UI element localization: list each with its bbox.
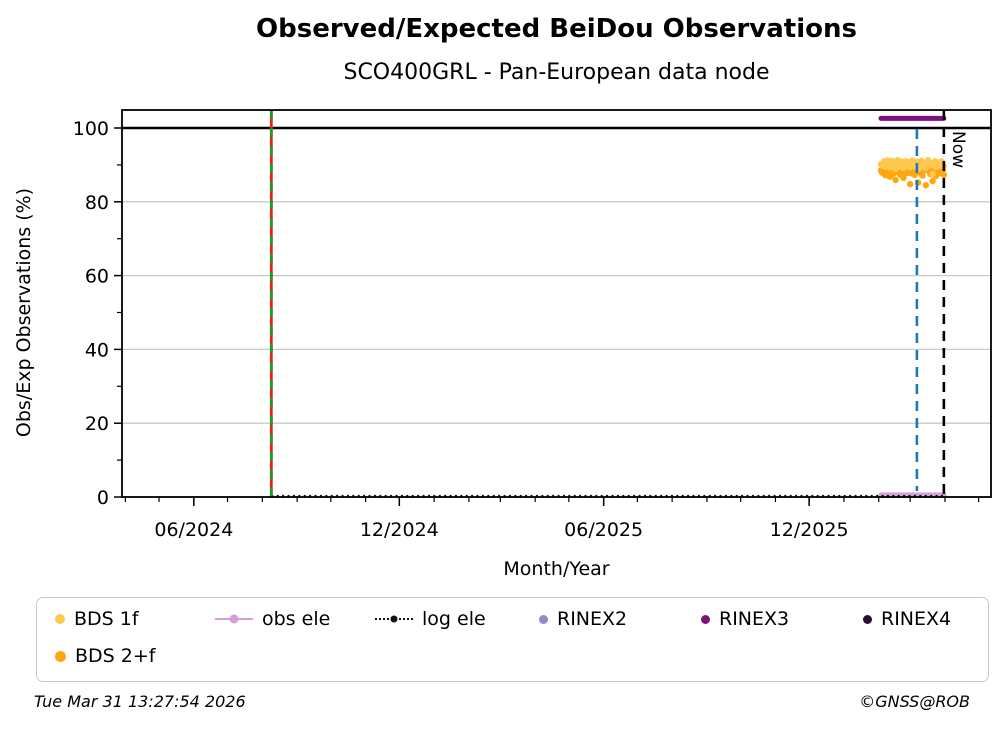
- plot-timestamp: Tue Mar 31 13:27:54 2026: [34, 692, 246, 711]
- x-tick-label: 12/2025: [770, 519, 849, 541]
- legend-label: RINEX3: [719, 608, 790, 630]
- legend-item-rinex3: RINEX3: [701, 608, 789, 630]
- y-axis-label: Obs/Exp Observations (%): [13, 188, 35, 437]
- chart-title: Observed/Expected BeiDou Observations: [256, 14, 857, 44]
- data-point-bds-2-f: [900, 174, 907, 182]
- now-label: Now: [948, 131, 968, 168]
- legend-label: log ele: [422, 608, 486, 630]
- y-tick-label: 40: [85, 339, 109, 361]
- copyright-notice: ©GNSS@ROB: [859, 692, 970, 711]
- bds-1f-marker-icon: [55, 614, 65, 624]
- x-tick-label: 06/2025: [564, 519, 643, 541]
- legend-item-rinex2: RINEX2: [539, 608, 627, 630]
- data-point-bds-2-f: [906, 180, 914, 188]
- x-tick-label: 12/2024: [360, 519, 439, 541]
- chart-subtitle: SCO400GRL - Pan-European data node: [343, 60, 770, 85]
- data-point-bds-2-f: [919, 172, 926, 179]
- rinex2-marker-icon: [539, 614, 548, 624]
- bds-2f-marker-icon: [55, 650, 66, 662]
- data-point-bds-2-f: [940, 171, 948, 179]
- legend-item-rinex4: RINEX4: [863, 608, 951, 630]
- legend-item-bds-1f: BDS 1f: [55, 608, 139, 630]
- obs-ele-marker-icon: [215, 614, 253, 624]
- log-ele-marker-icon: [375, 614, 413, 624]
- x-axis-label: Month/Year: [503, 558, 609, 580]
- legend-label: RINEX4: [881, 608, 952, 630]
- y-tick-label: 0: [97, 487, 109, 509]
- legend-label: BDS 1f: [74, 608, 139, 630]
- data-point-bds-2-f: [922, 181, 930, 189]
- rinex3-marker-icon: [701, 614, 710, 624]
- legend-item-bds-2f: BDS 2+f: [55, 645, 155, 667]
- y-tick-label: 100: [73, 118, 109, 140]
- data-point-bds-2-f: [929, 177, 936, 185]
- rinex4-marker-icon: [863, 614, 872, 624]
- legend-item-obs-ele: obs ele: [215, 608, 330, 630]
- chart-plot: Now 0 20 40 60 80 100 06/2024 12/2024 06/2025 12/2…: [13, 109, 992, 580]
- y-tick-label: 80: [85, 192, 109, 214]
- legend-label: BDS 2+f: [75, 645, 156, 667]
- legend-label: obs ele: [262, 608, 331, 630]
- data-point-bds-1f: [929, 170, 936, 178]
- legend-label: RINEX2: [557, 608, 628, 630]
- x-tick-label: 06/2024: [154, 519, 233, 541]
- legend-item-log-ele: log ele: [375, 608, 486, 630]
- data-point-bds-2-f: [892, 176, 899, 184]
- y-tick-label: 20: [85, 413, 109, 435]
- y-tick-label: 60: [85, 266, 109, 288]
- plot-border: [121, 109, 992, 498]
- legend: BDS 1f obs ele log ele RINEX2 RINEX3 RIN…: [36, 597, 989, 682]
